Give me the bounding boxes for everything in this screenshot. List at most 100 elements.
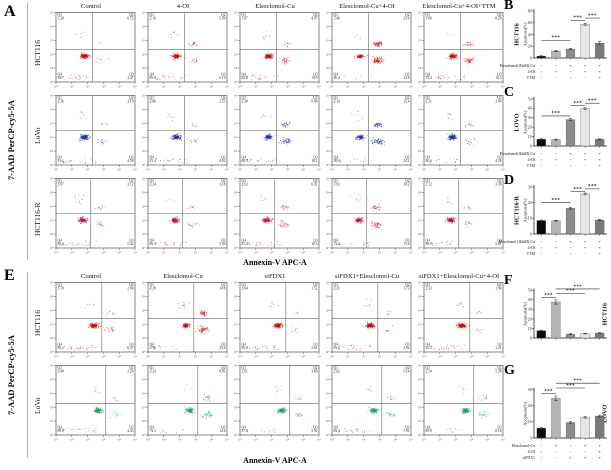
svg-text:10²: 10² (86, 85, 90, 88)
svg-text:10¹: 10¹ (254, 85, 258, 88)
svg-text:10¹: 10¹ (162, 168, 166, 171)
svg-text:10⁵: 10⁵ (142, 12, 146, 15)
svg-text:10⁰: 10⁰ (146, 167, 151, 171)
svg-text:4.58: 4.58 (127, 159, 133, 163)
flow-plot-cell: 10⁰ 10⁰ 10¹ 10¹ 10² 10² 10³ 10³ 10⁴ 10⁴ 10⁵ 10⁵ Q1 1.… (45, 281, 137, 364)
svg-text:10⁰: 10⁰ (141, 246, 146, 250)
svg-text:10⁰: 10⁰ (141, 80, 146, 84)
svg-text:16.3: 16.3 (495, 76, 501, 80)
svg-text:10²: 10² (270, 251, 274, 254)
svg-text:10⁵: 10⁵ (326, 12, 330, 15)
svg-text:Q4: Q4 (242, 73, 247, 77)
svg-text:2.87: 2.87 (58, 183, 64, 187)
svg-text:10⁵: 10⁵ (234, 95, 238, 98)
svg-text:10⁴: 10⁴ (50, 192, 54, 195)
svg-text:10¹: 10¹ (70, 168, 74, 171)
svg-text:10⁰: 10⁰ (54, 167, 59, 171)
svg-text:10⁴: 10⁴ (117, 251, 121, 254)
svg-text:10⁵: 10⁵ (133, 85, 137, 88)
svg-text:10⁰: 10⁰ (54, 250, 59, 254)
svg-text:10⁵: 10⁵ (234, 12, 238, 15)
condition-header: Control (80, 3, 102, 10)
panel-e-x-axis-label: Annexin-V APC-A (243, 456, 307, 465)
svg-text:10²: 10² (362, 251, 366, 254)
cell-line-label: LoVo (33, 127, 42, 144)
svg-text:10⁰: 10⁰ (330, 167, 335, 171)
flow-plot-cell: 10⁰ 10⁰ 10¹ 10¹ 10² 10² 10³ 10³ 10⁴ 10⁴ 10⁵ 10⁵ Q1 2.… (321, 281, 413, 364)
svg-text:72.5: 72.5 (334, 242, 340, 246)
svg-text:10¹: 10¹ (254, 168, 258, 171)
svg-text:10²: 10² (418, 53, 422, 56)
svg-text:1.93: 1.93 (334, 183, 340, 187)
svg-text:10⁰: 10⁰ (54, 84, 59, 88)
svg-text:10⁴: 10⁴ (301, 85, 305, 88)
svg-text:3.18: 3.18 (219, 183, 225, 187)
flow-plot-cell: 10⁰ 10⁰ 10¹ 10¹ 10² 10² 10³ 10³ 10⁴ 10⁴ 10⁵ 10⁵ Q1 2.… (413, 177, 505, 260)
flow-plot-cell: 10⁰ 10⁰ 10¹ 10¹ 10² 10² 10³ 10³ 10⁴ 10⁴ 10⁵ 10⁵ Q1 1.… (45, 11, 137, 94)
panel-a-y-axis-label: 7-AAD PerCP-cy5-5A (6, 100, 16, 181)
svg-text:10⁵: 10⁵ (326, 95, 330, 98)
svg-text:10⁴: 10⁴ (142, 109, 146, 112)
svg-text:34.6: 34.6 (403, 76, 409, 80)
svg-text:Q4: Q4 (150, 73, 155, 77)
svg-text:10²: 10² (454, 251, 458, 254)
svg-text:10²: 10² (362, 168, 366, 171)
svg-text:82.8: 82.8 (242, 76, 248, 80)
svg-text:10⁴: 10⁴ (234, 26, 238, 29)
svg-text:10³: 10³ (378, 251, 382, 254)
svg-text:Q1: Q1 (150, 179, 155, 183)
svg-text:2.53: 2.53 (219, 100, 225, 104)
svg-text:10³: 10³ (470, 85, 474, 88)
svg-text:10⁵: 10⁵ (317, 251, 321, 254)
svg-text:10³: 10³ (326, 122, 330, 125)
cell-line-label: HCT116-R (33, 201, 42, 236)
svg-text:10³: 10³ (234, 205, 238, 208)
svg-text:10¹: 10¹ (162, 251, 166, 254)
svg-text:10¹: 10¹ (234, 150, 238, 153)
svg-text:10⁵: 10⁵ (142, 95, 146, 98)
flow-plot-cell: 10⁰ 10⁰ 10¹ 10¹ 10² 10² 10³ 10³ 10⁴ 10⁴ 10⁵ 10⁵ Q1 1.… (321, 11, 413, 94)
svg-text:10⁴: 10⁴ (50, 26, 54, 29)
svg-text:Q1: Q1 (242, 13, 247, 17)
svg-text:10²: 10² (86, 168, 90, 171)
svg-text:10³: 10³ (142, 122, 146, 125)
svg-text:10¹: 10¹ (50, 233, 54, 236)
svg-text:10⁴: 10⁴ (326, 26, 330, 29)
svg-text:10³: 10³ (470, 168, 474, 171)
svg-text:Q4: Q4 (58, 73, 63, 77)
svg-text:10³: 10³ (234, 39, 238, 42)
svg-text:10¹: 10¹ (70, 251, 74, 254)
svg-text:10⁰: 10⁰ (238, 84, 243, 88)
svg-text:10⁴: 10⁴ (418, 192, 422, 195)
svg-text:10¹: 10¹ (142, 67, 146, 70)
flow-plot-cell: 10⁰ 10⁰ 10¹ 10¹ 10² 10² 10³ 10³ 10⁴ 10⁴ 10⁵ 10⁵ Q1 1.… (229, 11, 321, 94)
bar-chart-column: 0 20 40 60 80 Apoptosis(%) HCT116 *** *** *** Eles… (499, 0, 611, 470)
svg-text:Q1: Q1 (334, 179, 339, 183)
svg-text:Q1: Q1 (242, 179, 247, 183)
svg-text:10⁰: 10⁰ (417, 246, 422, 250)
svg-text:10⁴: 10⁴ (393, 85, 397, 88)
svg-text:10¹: 10¹ (418, 150, 422, 153)
flow-plot-cell: 10⁰ 10⁰ 10¹ 10¹ 10² 10² 10³ 10³ 10⁴ 10⁴ 10⁵ 10⁵ Q1 2.… (137, 94, 229, 177)
flow-plot-cell: 10⁰ 10⁰ 10¹ 10¹ 10² 10² 10³ 10³ 10⁴ 10⁴ 10⁵ 10⁵ Q1 2.… (321, 94, 413, 177)
panel-e-flow-grid: Control Elesclomol-Cu siFDX1 siFDX1+Elesclo… (30, 270, 505, 447)
svg-text:10²: 10² (362, 85, 366, 88)
flow-plot-cell: 10⁰ 10⁰ 10¹ 10¹ 10² 10² 10³ 10³ 10⁴ 10⁴ 10⁵ 10⁵ Q1 2.… (413, 364, 505, 447)
panel-e-letter: E (4, 267, 15, 284)
flow-plot-cell: 10⁰ 10⁰ 10¹ 10¹ 10² 10² 10³ 10³ 10⁴ 10⁴ 10⁵ 10⁵ Q1 2.… (229, 364, 321, 447)
svg-text:10²: 10² (234, 219, 238, 222)
svg-text:Q3: Q3 (221, 73, 226, 77)
svg-text:6.10: 6.10 (219, 76, 225, 80)
svg-text:10³: 10³ (50, 205, 54, 208)
svg-text:10⁵: 10⁵ (501, 85, 505, 88)
svg-text:10²: 10² (178, 168, 182, 171)
svg-text:10¹: 10¹ (142, 233, 146, 236)
svg-text:2.19: 2.19 (127, 100, 133, 104)
